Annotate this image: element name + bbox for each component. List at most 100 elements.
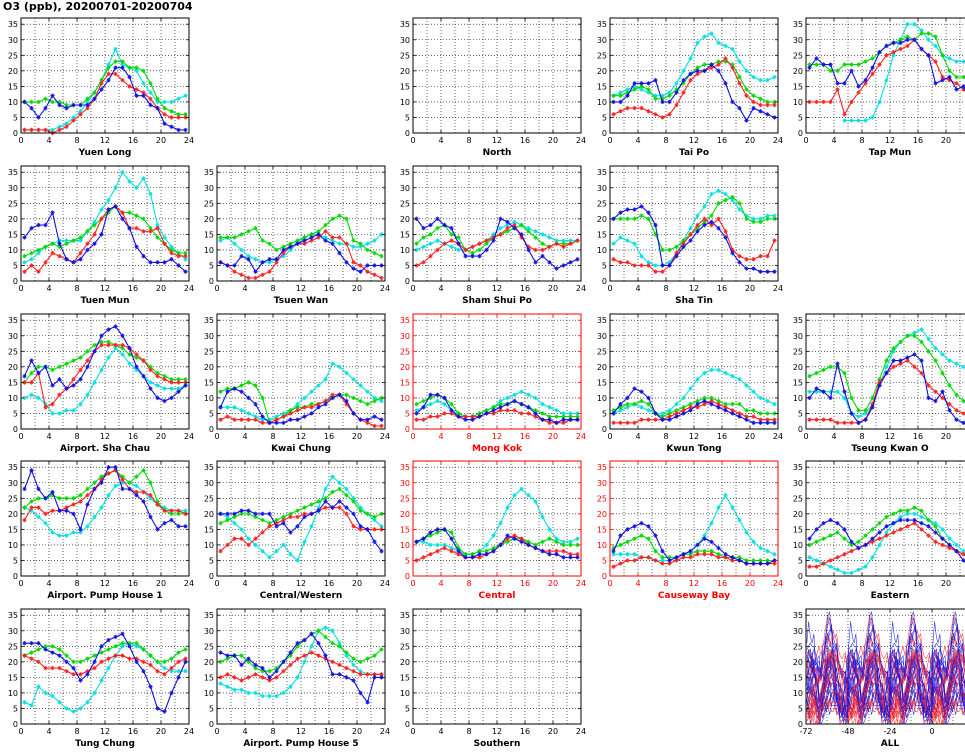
y-tick-label: 15 [204,525,214,534]
data-point [134,656,139,661]
data-point [365,401,370,407]
data-point [316,640,321,646]
data-point [821,561,826,566]
y-tick-label: 0 [405,720,410,729]
data-point [120,644,125,649]
panel-title: Kwun Tong [666,444,721,454]
data-point [611,257,616,262]
data-point [898,46,903,52]
y-tick-label: 30 [8,627,18,636]
y-tick-label: 35 [204,168,214,177]
data-point [29,650,34,655]
x-tick-label: 20 [156,136,166,145]
data-point [281,517,286,523]
panel-title: Kwai Chung [271,444,331,454]
data-point [106,342,111,348]
data-point [120,474,125,479]
data-point [29,468,34,473]
data-point [709,31,714,36]
data-point [337,662,342,668]
data-point [681,408,686,413]
data-point [456,552,461,557]
data-point [526,539,531,545]
y-tick-label: 20 [793,67,803,76]
data-point [57,700,62,705]
x-tick-label: 12 [100,579,110,588]
data-point [274,417,279,422]
data-point [43,364,48,370]
data-point [162,665,167,671]
data-point [807,417,812,422]
data-point [29,250,34,256]
data-point [709,401,714,407]
data-point [169,250,174,256]
data-point [933,59,938,64]
data-point [554,266,559,271]
data-point [414,263,419,268]
data-point [239,678,244,683]
data-point [575,555,580,560]
data-point [498,232,503,237]
data-point [835,389,840,394]
data-point [113,345,118,351]
data-point [351,244,356,250]
y-tick-label: 5 [13,261,18,270]
data-point [442,527,447,532]
data-point [470,417,475,422]
data-point [716,398,721,404]
data-point [912,22,917,27]
data-point [309,238,314,243]
data-point [842,552,847,557]
data-point [36,222,41,228]
data-point [169,656,174,661]
data-point [29,392,34,398]
data-point [884,53,889,58]
data-point [835,364,840,370]
data-point [64,102,69,108]
y-tick-label: 20 [597,215,607,224]
data-point [239,687,244,693]
data-point [632,558,637,563]
data-point [267,678,272,683]
data-point [926,517,931,523]
data-point [435,398,440,404]
data-point [842,570,847,576]
data-point [106,471,111,476]
data-point [547,244,552,250]
data-point [449,401,454,407]
y-tick-label: 20 [597,510,607,519]
data-point [695,40,700,46]
y-tick-label: 30 [8,479,18,488]
y-tick-label: 10 [8,98,18,107]
data-point [414,558,419,563]
data-point [379,524,384,529]
data-point [330,489,335,495]
data-point [519,536,524,541]
data-point [954,408,959,413]
data-point [183,257,188,262]
data-point [274,260,279,265]
y-tick-label: 0 [602,572,607,581]
data-point [246,536,251,541]
data-point [22,517,27,523]
y-tick-label: 20 [400,658,410,667]
data-point [765,99,770,105]
data-point [891,530,896,535]
data-point [134,367,139,373]
data-point [702,216,707,222]
data-point [723,370,728,376]
data-point [358,269,363,274]
data-point [127,644,132,649]
data-point [246,253,251,259]
data-point [449,545,454,551]
data-point [568,241,573,246]
data-point [519,486,524,492]
data-point [933,345,938,351]
data-point [498,216,503,222]
data-point [625,260,630,265]
data-point [162,709,167,714]
panel-title: Tap Mun [869,148,911,158]
data-point [351,656,356,661]
data-point [547,536,552,541]
